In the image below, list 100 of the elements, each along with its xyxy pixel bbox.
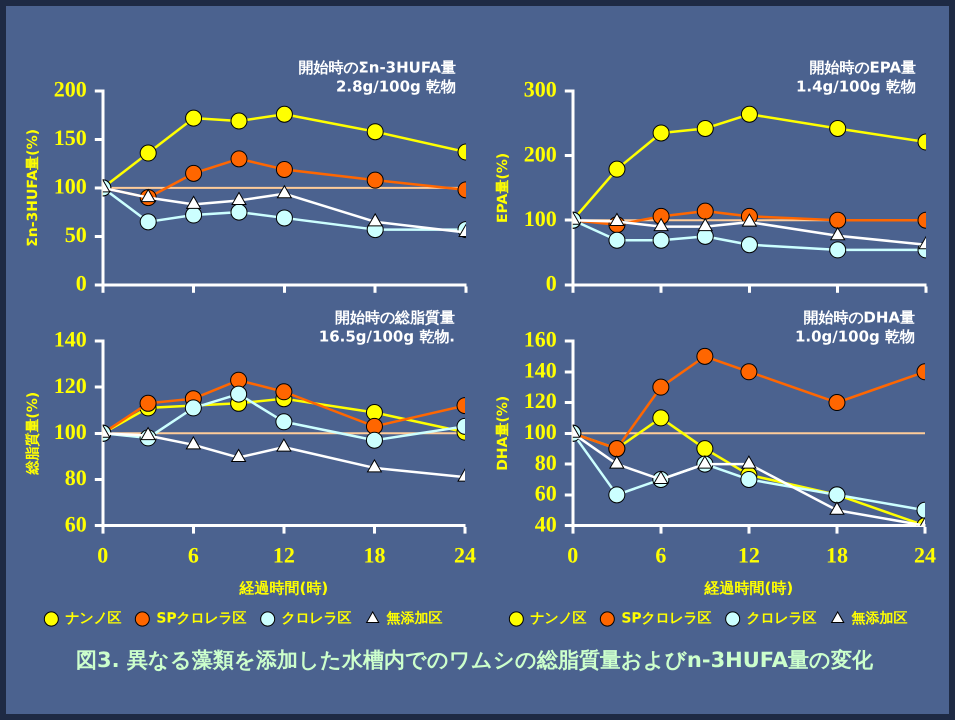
point: [230, 204, 248, 221]
point: [276, 438, 292, 452]
y-tick-label: 0: [546, 270, 557, 296]
y-tick-label: 120: [54, 372, 87, 398]
point: [829, 120, 846, 137]
point: [366, 172, 384, 189]
point: [140, 213, 157, 230]
x-tick-label: 18: [826, 542, 848, 568]
point: [740, 363, 758, 380]
y-tick-label: 80: [64, 465, 87, 490]
caption: 図3. 異なる藻類を添加した水槽内でのワムシの総脂質量およびn-3HUFA量の変化: [76, 647, 873, 674]
y-tick-label: 150: [54, 125, 87, 150]
point: [366, 418, 383, 435]
y-axis-title: 総脂質量(%): [24, 392, 42, 476]
legend-label: クロレラ区: [282, 610, 352, 627]
point: [740, 470, 758, 488]
point: [230, 150, 248, 168]
y-tick-label: 0: [76, 270, 87, 296]
point: [740, 106, 758, 123]
y-tick-label: 60: [534, 480, 557, 506]
point: [185, 110, 202, 127]
point: [696, 348, 714, 365]
point: [276, 209, 293, 226]
text: 開始時のDHA量: [803, 308, 915, 326]
legend-label: ナンノ区: [65, 610, 122, 627]
point: [276, 160, 293, 178]
point: [652, 378, 670, 396]
y-axis-title: Σn-3HUFA量(%): [25, 129, 42, 247]
x-tick-label: 18: [363, 542, 386, 568]
point: [829, 212, 846, 229]
y-tick-label: 140: [54, 326, 87, 352]
text: 開始時の総脂質量: [335, 308, 455, 326]
point: [230, 372, 248, 389]
y-tick-label: 60: [64, 511, 87, 536]
point: [184, 399, 202, 416]
point: [652, 124, 670, 142]
point: [366, 123, 384, 140]
point: [140, 427, 156, 440]
annotation: 1.4g/100g 乾物: [796, 77, 916, 96]
point: [696, 202, 714, 220]
point: [276, 106, 293, 123]
x-axis-title: 経過時間(時): [238, 578, 328, 597]
annotation: 2.8g/100g 乾物: [336, 77, 456, 96]
legend-label: 無添加区: [850, 610, 908, 627]
legend-label: クロレラ区: [746, 610, 817, 627]
point: [275, 383, 292, 400]
y-tick-label: 100: [54, 174, 87, 199]
x-tick-label: 6: [655, 542, 666, 568]
point: [608, 160, 626, 178]
point: [366, 432, 383, 449]
y-tick-label: 40: [534, 511, 557, 536]
y-tick-label: 140: [524, 357, 557, 382]
legend-label: 無添加区: [386, 610, 443, 627]
point: [185, 206, 202, 224]
point: [740, 236, 758, 254]
legend-label: SPクロレラ区: [621, 610, 712, 627]
x-tick-label: 24: [914, 542, 936, 568]
y-tick-label: 100: [54, 418, 87, 444]
point: [652, 232, 670, 249]
annotation: 16.5g/100g 乾物.: [318, 327, 455, 346]
point: [829, 241, 846, 258]
y-tick-label: 50: [64, 222, 87, 248]
point: [696, 440, 714, 458]
point: [828, 394, 846, 412]
point: [652, 409, 670, 426]
point: [696, 120, 714, 137]
point: [366, 404, 383, 422]
point: [140, 144, 157, 162]
y-tick-label: 80: [534, 450, 557, 475]
y-tick-label: 200: [524, 141, 557, 166]
point: [185, 164, 202, 182]
x-tick-label: 24: [454, 542, 476, 568]
y-tick-label: 100: [524, 206, 557, 231]
y-tick-label: 120: [524, 388, 557, 414]
point: [140, 394, 157, 412]
x-tick-label: 12: [738, 542, 760, 568]
x-tick-label: 12: [272, 542, 295, 568]
point: [608, 232, 626, 249]
x-tick-label: 0: [97, 542, 108, 568]
x-tick-label: 6: [188, 542, 199, 568]
y-axis-title: DHA量(%): [495, 396, 512, 471]
y-axis-title: EPA量(%): [495, 152, 512, 223]
point: [608, 486, 626, 504]
y-tick-label: 200: [54, 76, 87, 102]
x-axis-title: 経過時間(時): [704, 578, 794, 597]
text: 開始時のΣn-3HUFA量: [298, 58, 456, 76]
point: [186, 436, 201, 450]
annotation: 1.0g/100g 乾物: [794, 327, 915, 346]
y-tick-label: 300: [524, 76, 557, 102]
y-tick-label: 100: [524, 418, 557, 444]
point: [367, 459, 382, 472]
legend-label: ナンノ区: [530, 610, 586, 627]
y-tick-label: 160: [524, 326, 557, 352]
point: [275, 413, 292, 430]
text: 開始時のEPA量: [810, 58, 916, 76]
point: [230, 386, 248, 403]
legend-label: SPクロレラ区: [156, 610, 247, 627]
point: [231, 449, 246, 462]
x-tick-label: 0: [567, 542, 578, 568]
point: [230, 112, 248, 130]
